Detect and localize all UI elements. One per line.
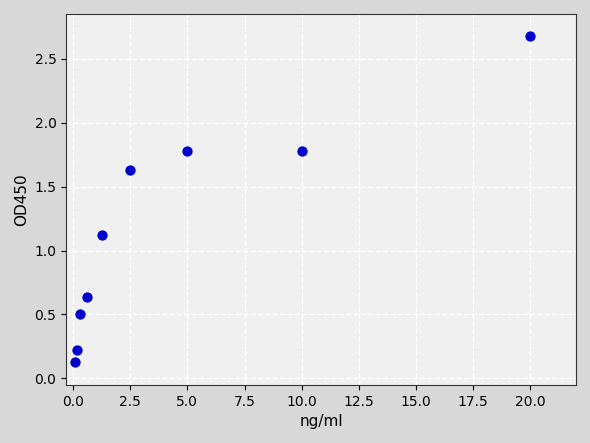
Point [70,358,80,365]
Point [97,232,106,239]
Point [297,147,306,154]
Point [183,147,192,154]
Point [76,311,85,318]
Point [526,32,535,39]
Point [83,293,92,300]
Point [72,347,81,354]
Point [126,167,135,174]
Y-axis label: OD450: OD450 [14,173,29,225]
X-axis label: ng/ml: ng/ml [299,414,343,429]
